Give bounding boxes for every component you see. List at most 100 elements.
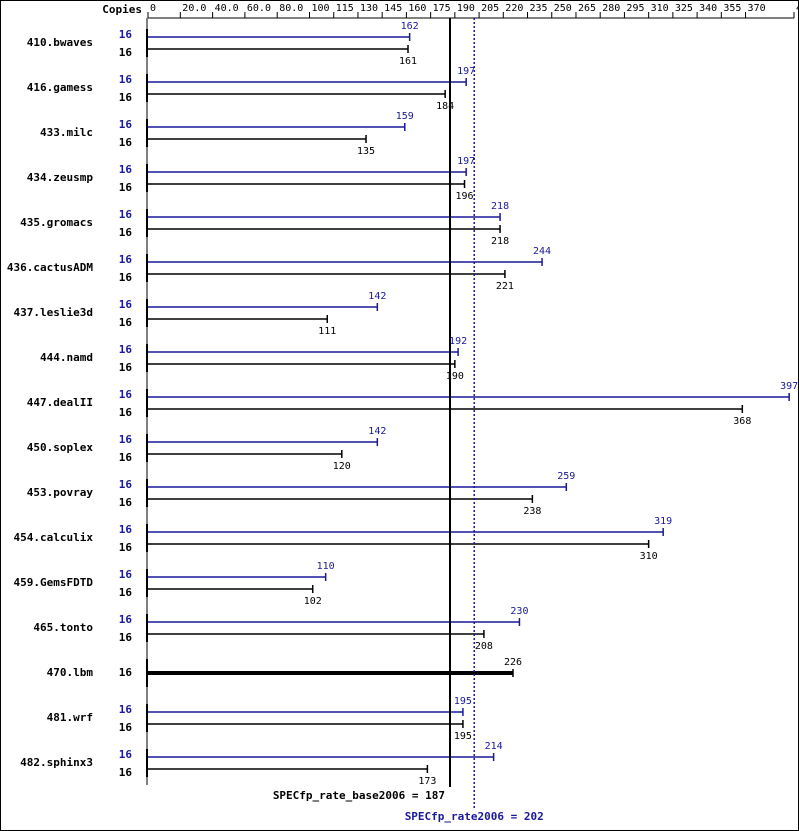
- value-label: 173: [418, 776, 436, 787]
- value-label: 110: [317, 561, 335, 572]
- copies: 16: [119, 181, 133, 194]
- copies: 16: [119, 388, 133, 401]
- x-tick-label: 250: [554, 3, 572, 14]
- value-label: 244: [533, 246, 551, 257]
- copies: 16: [119, 226, 133, 239]
- x-tick-label: 340: [699, 3, 717, 14]
- copies: 16: [119, 298, 133, 311]
- copies: 16: [119, 73, 133, 86]
- value-label: 120: [333, 461, 351, 472]
- x-tick-label: 100: [312, 3, 330, 14]
- copies: 16: [119, 118, 133, 131]
- x-tick-label: 220: [505, 3, 523, 14]
- benchmark-label: 482.sphinx3: [20, 756, 93, 769]
- copies: 16: [119, 433, 133, 446]
- copies: 16: [119, 631, 133, 644]
- x-tick-label: 310: [651, 3, 669, 14]
- value-label: 195: [454, 731, 472, 742]
- copies: 16: [119, 451, 133, 464]
- copies: 16: [119, 496, 133, 509]
- copies: 16: [119, 28, 133, 41]
- benchmark-label: 434.zeusmp: [27, 171, 94, 184]
- x-tick-label: 20.0: [182, 3, 206, 14]
- x-tick-label: 280: [602, 3, 620, 14]
- value-label: 192: [449, 336, 467, 347]
- copies: 16: [119, 541, 133, 554]
- benchmark-label: 447.dealII: [27, 396, 93, 409]
- copies: 16: [119, 163, 133, 176]
- value-label: 368: [733, 416, 751, 427]
- copies: 16: [119, 523, 133, 536]
- copies: 16: [119, 748, 133, 761]
- copies: 16: [119, 568, 133, 581]
- benchmark-label: 459.GemsFDTD: [14, 576, 94, 589]
- benchmark-label: 470.lbm: [47, 666, 94, 679]
- benchmark-label: 454.calculix: [14, 531, 94, 544]
- x-tick-label: 80.0: [279, 3, 303, 14]
- x-tick-label: 355: [723, 3, 741, 14]
- x-tick-label: 190: [457, 3, 475, 14]
- value-label: 397: [780, 381, 798, 392]
- x-tick-label: 145: [384, 3, 402, 14]
- benchmark-label: 453.povray: [27, 486, 94, 499]
- x-tick-label: 235: [530, 3, 548, 14]
- copies: 16: [119, 406, 133, 419]
- value-label: 162: [401, 21, 419, 32]
- value-label: 238: [523, 506, 541, 517]
- copies: 16: [119, 271, 133, 284]
- copies: 16: [119, 91, 133, 104]
- copies: 16: [119, 253, 133, 266]
- benchmark-label: 433.milc: [40, 126, 93, 139]
- benchmark-label: 410.bwaves: [27, 36, 93, 49]
- value-label: 221: [496, 281, 514, 292]
- value-label: 102: [304, 596, 322, 607]
- x-tick-label: 265: [578, 3, 596, 14]
- value-label: 135: [357, 146, 375, 157]
- copies: 16: [119, 316, 133, 329]
- x-tick-label: 60.0: [247, 3, 271, 14]
- copies: 16: [119, 586, 133, 599]
- value-label: 214: [485, 741, 503, 752]
- copies: 16: [119, 343, 133, 356]
- copies: 16: [119, 478, 133, 491]
- x-tick-label: 130: [360, 3, 378, 14]
- benchmark-label: 450.soplex: [27, 441, 94, 454]
- value-label: 142: [368, 426, 386, 437]
- value-label: 208: [475, 641, 493, 652]
- x-tick-label: 115: [336, 3, 354, 14]
- copies: 16: [119, 613, 133, 626]
- value-label: 230: [510, 606, 528, 617]
- value-label: 184: [436, 101, 454, 112]
- benchmark-label: 416.gamess: [27, 81, 93, 94]
- copies-header: Copies: [102, 3, 142, 16]
- copies: 16: [119, 46, 133, 59]
- x-tick-label: 205: [481, 3, 499, 14]
- value-label: 159: [396, 111, 414, 122]
- value-label: 310: [640, 551, 658, 562]
- value-label: 142: [368, 291, 386, 302]
- copies: 16: [119, 666, 133, 679]
- copies: 16: [119, 208, 133, 221]
- x-tick-label: 175: [433, 3, 451, 14]
- value-label: 190: [446, 371, 464, 382]
- value-label: 111: [318, 326, 336, 337]
- value-label: 197: [457, 156, 475, 167]
- x-tick-label: 40.0: [215, 3, 239, 14]
- x-tick-label: 370: [748, 3, 766, 14]
- value-label: 197: [457, 66, 475, 77]
- value-label: 218: [491, 201, 509, 212]
- benchmark-label: 436.cactusADM: [7, 261, 93, 274]
- value-label: 161: [399, 56, 417, 67]
- reference-label: SPECfp_rate2006 = 202: [405, 810, 544, 823]
- x-tick-label: 295: [626, 3, 644, 14]
- x-tick-label: 0: [150, 3, 156, 14]
- x-tick-label: 400: [796, 3, 799, 14]
- benchmark-label: 465.tonto: [33, 621, 93, 634]
- benchmark-label: 481.wrf: [47, 711, 93, 724]
- value-label: 226: [504, 657, 522, 668]
- copies: 16: [119, 721, 133, 734]
- copies: 16: [119, 136, 133, 149]
- value-label: 196: [456, 191, 474, 202]
